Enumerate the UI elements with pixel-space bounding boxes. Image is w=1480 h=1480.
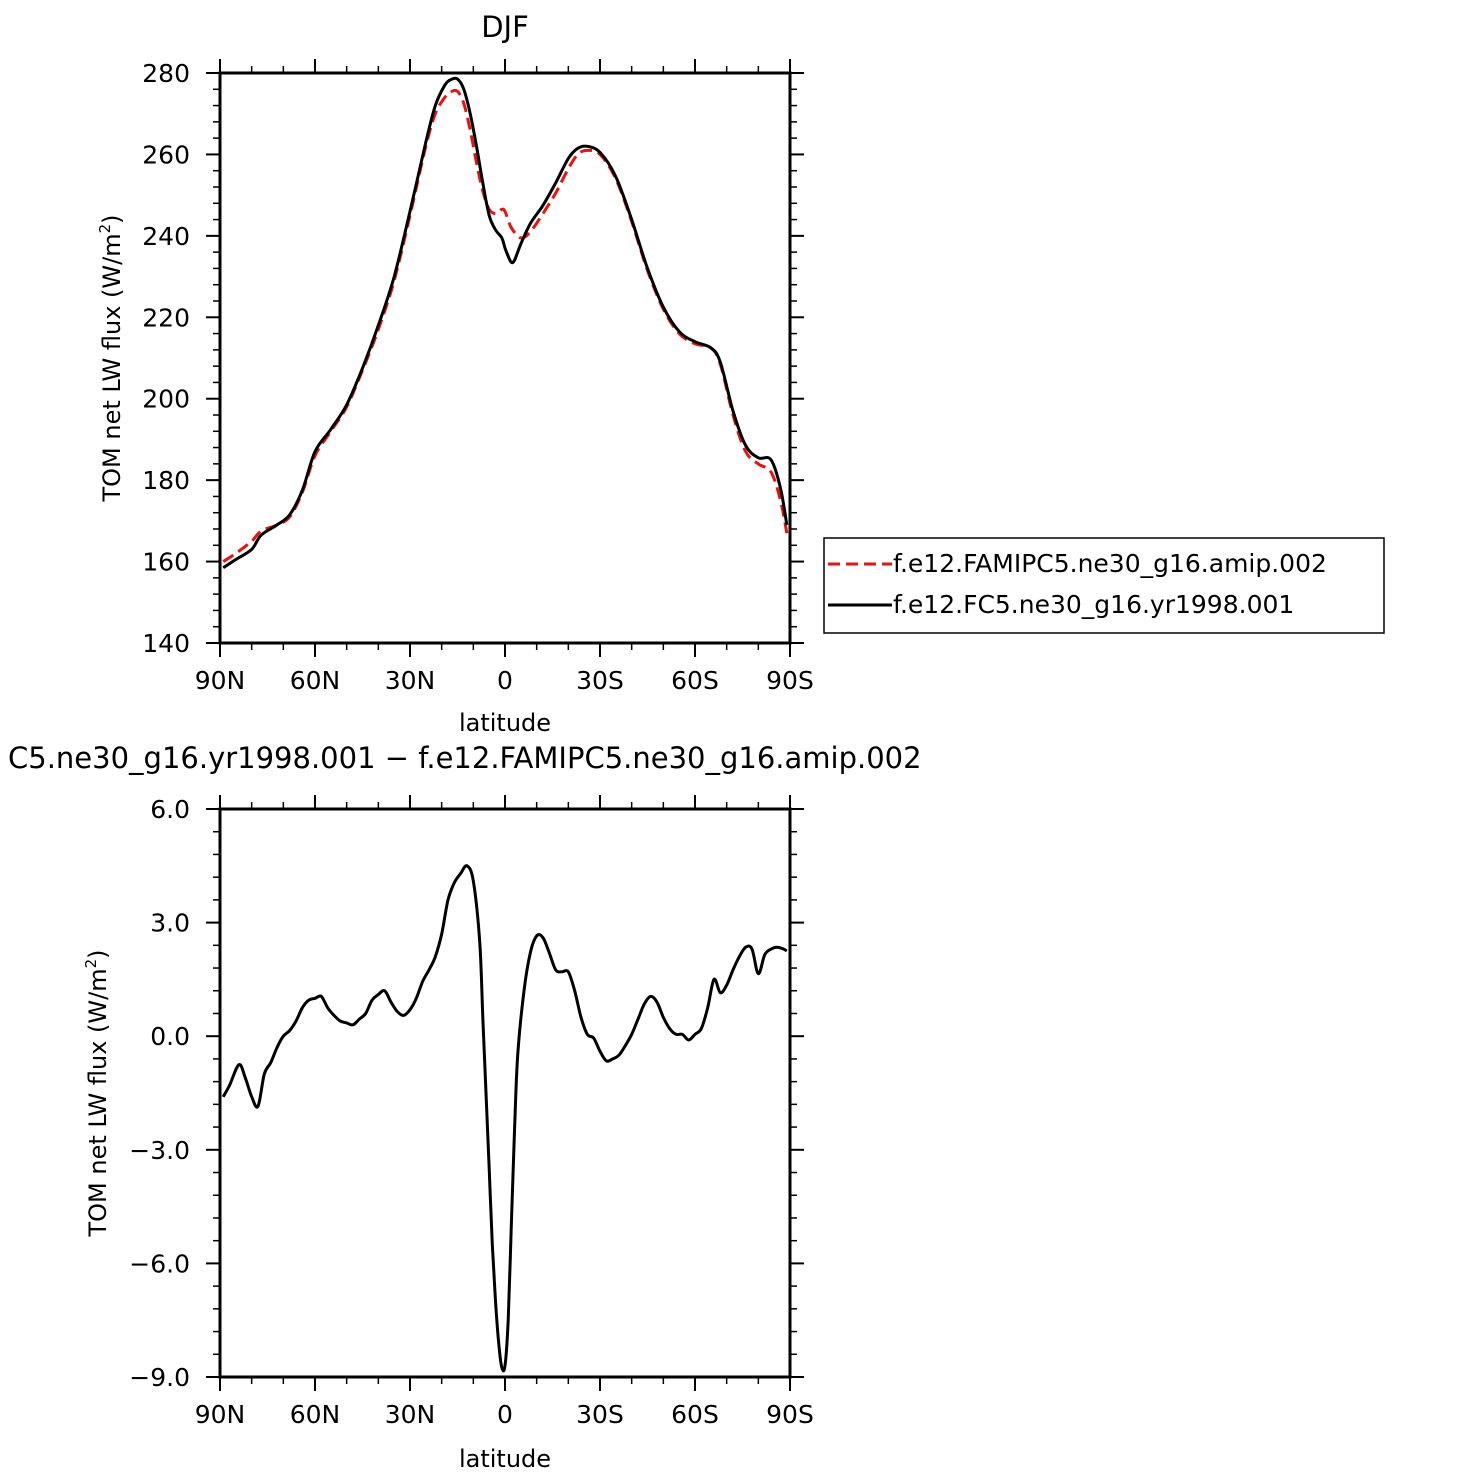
top-panel: DJF 90N 60N 30N 0 30S 60S 90S 140 160 180 200 220 24… <box>96 10 814 737</box>
y-tick-label: 220 <box>142 303 190 332</box>
y-tick-label: −3.0 <box>129 1136 190 1165</box>
x-tick-label: 0 <box>497 1400 513 1429</box>
y-tick-label: 140 <box>142 629 190 658</box>
legend-box <box>823 537 1385 634</box>
bottom-y-axis-label-sup: 2 <box>82 959 100 969</box>
x-tick-label: 30N <box>385 666 436 695</box>
top-plot-frame <box>218 71 792 645</box>
x-tick-label: 60N <box>290 1400 341 1429</box>
bottom-series <box>221 864 788 1373</box>
y-tick-label: 180 <box>142 466 190 495</box>
x-tick-label: 90S <box>766 1400 814 1429</box>
top-series-line-0 <box>222 88 789 563</box>
x-tick-label: 30N <box>385 1400 436 1429</box>
bottom-y-axis-label-main: TOM net LW flux (W/m <box>84 968 112 1237</box>
legend: f.e12.FAMIPC5.ne30_g16.amip.002 f.e12.FC… <box>823 537 1385 634</box>
y-tick-label: 260 <box>142 140 190 169</box>
bottom-y-axis-label-end: ) <box>84 949 112 958</box>
top-chart-title: DJF <box>481 10 529 44</box>
bottom-plot-frame <box>218 807 792 1379</box>
x-tick-label: 60S <box>671 666 719 695</box>
x-tick-label: 30S <box>576 1400 624 1429</box>
y-tick-label: 160 <box>142 548 190 577</box>
bottom-y-axis-label: TOM net LW flux (W/m2) <box>82 949 112 1237</box>
y-tick-label: 240 <box>142 222 190 251</box>
y-tick-label: 0.0 <box>150 1022 190 1051</box>
x-tick-label: 90S <box>766 666 814 695</box>
x-tick-label: 30S <box>576 666 624 695</box>
top-ticks <box>206 59 804 657</box>
x-tick-label: 0 <box>497 666 513 695</box>
x-tick-label: 60N <box>290 666 341 695</box>
bottom-chart-title: C5.ne30_g16.yr1998.001 − f.e12.FAMIPC5.n… <box>8 741 922 775</box>
top-y-axis-label-sup: 2 <box>96 224 114 234</box>
legend-label-control: f.e12.FAMIPC5.ne30_g16.amip.002 <box>893 549 1327 578</box>
bottom-ticks <box>206 795 804 1391</box>
bottom-panel: C5.ne30_g16.yr1998.001 − f.e12.FAMIPC5.n… <box>8 741 922 1473</box>
y-tick-label: 6.0 <box>150 795 190 824</box>
top-tick-labels: 90N 60N 30N 0 30S 60S 90S 140 160 180 200 220 240 260… <box>142 59 814 695</box>
y-tick-label: 3.0 <box>150 909 190 938</box>
top-y-axis-label-main: TOM net LW flux (W/m <box>98 233 126 502</box>
legend-label-test: f.e12.FC5.ne30_g16.yr1998.001 <box>893 590 1294 619</box>
x-tick-label: 90N <box>195 1400 246 1429</box>
top-y-axis-label-end: ) <box>98 214 126 223</box>
top-y-axis-label: TOM net LW flux (W/m2) <box>96 214 126 502</box>
x-tick-label: 90N <box>195 666 246 695</box>
x-tick-label: 60S <box>671 1400 719 1429</box>
top-x-axis-label: latitude <box>459 709 551 737</box>
bottom-tick-labels: 90N 60N 30N 0 30S 60S 90S −9.0 −6.0 −3.0 0.0 3.0 6.0 <box>129 795 814 1429</box>
y-tick-label: −6.0 <box>129 1249 190 1278</box>
y-tick-label: 280 <box>142 59 190 88</box>
y-tick-label: 200 <box>142 385 190 414</box>
bot-series-line-0 <box>221 864 788 1373</box>
bottom-x-axis-label: latitude <box>459 1445 551 1473</box>
y-tick-label: −9.0 <box>129 1363 190 1392</box>
top-series <box>222 76 789 569</box>
top-series-line-1 <box>222 76 789 569</box>
